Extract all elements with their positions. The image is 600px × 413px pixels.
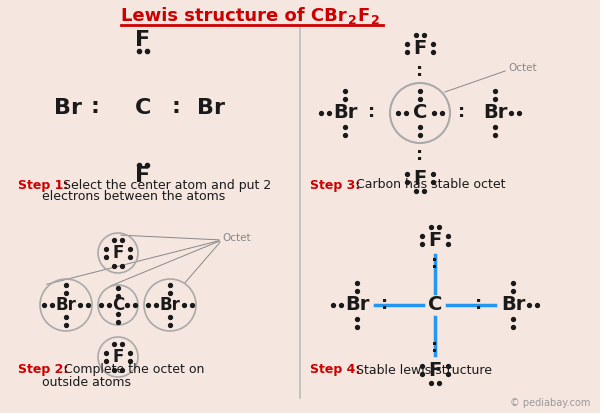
Text: Br: Br: [56, 296, 76, 314]
Text: :: :: [431, 254, 439, 272]
Text: Step 3:: Step 3:: [310, 178, 360, 192]
Text: outside atoms: outside atoms: [42, 375, 131, 389]
Text: Carbon has stable octet: Carbon has stable octet: [356, 178, 505, 192]
Text: C: C: [112, 296, 124, 314]
Text: Step 2:: Step 2:: [18, 363, 68, 377]
Text: Octet: Octet: [508, 63, 536, 73]
Text: F: F: [112, 348, 124, 366]
Text: Br: Br: [54, 98, 82, 118]
Text: :: :: [368, 103, 376, 121]
Text: :: :: [458, 103, 466, 121]
Text: Step 4:: Step 4:: [310, 363, 361, 377]
Text: Br: Br: [345, 295, 369, 315]
Text: :: :: [475, 295, 482, 313]
Text: 2: 2: [371, 14, 380, 26]
Text: Br: Br: [501, 295, 525, 315]
Text: C: C: [135, 98, 151, 118]
Text: Br: Br: [483, 104, 507, 123]
Text: C: C: [428, 295, 442, 315]
Text: F: F: [357, 7, 369, 25]
Text: Br: Br: [197, 98, 225, 118]
Text: F: F: [428, 361, 442, 380]
Text: Lewis structure of CBr: Lewis structure of CBr: [121, 7, 347, 25]
Text: :: :: [382, 295, 389, 313]
Text: :: :: [91, 97, 100, 117]
Text: F: F: [136, 166, 151, 186]
Text: Stable lewis structure: Stable lewis structure: [356, 363, 492, 377]
Text: :: :: [172, 97, 181, 117]
Text: 2: 2: [348, 14, 357, 26]
Text: F: F: [413, 38, 427, 57]
Text: :: :: [416, 62, 424, 80]
Text: F: F: [136, 30, 151, 50]
Text: Octet: Octet: [222, 233, 251, 243]
Text: electrons between the atoms: electrons between the atoms: [42, 190, 225, 204]
Text: :: :: [431, 338, 439, 356]
Text: Complete the octet on: Complete the octet on: [64, 363, 205, 377]
Text: Br: Br: [333, 104, 357, 123]
Text: F: F: [112, 244, 124, 262]
Text: F: F: [428, 230, 442, 249]
Text: :: :: [416, 146, 424, 164]
Text: © pediabay.com: © pediabay.com: [509, 398, 590, 408]
Text: F: F: [413, 169, 427, 188]
Text: Select the center atom and put 2: Select the center atom and put 2: [63, 178, 271, 192]
Text: Br: Br: [160, 296, 181, 314]
Text: Step 1:: Step 1:: [18, 178, 68, 192]
Text: C: C: [413, 104, 427, 123]
